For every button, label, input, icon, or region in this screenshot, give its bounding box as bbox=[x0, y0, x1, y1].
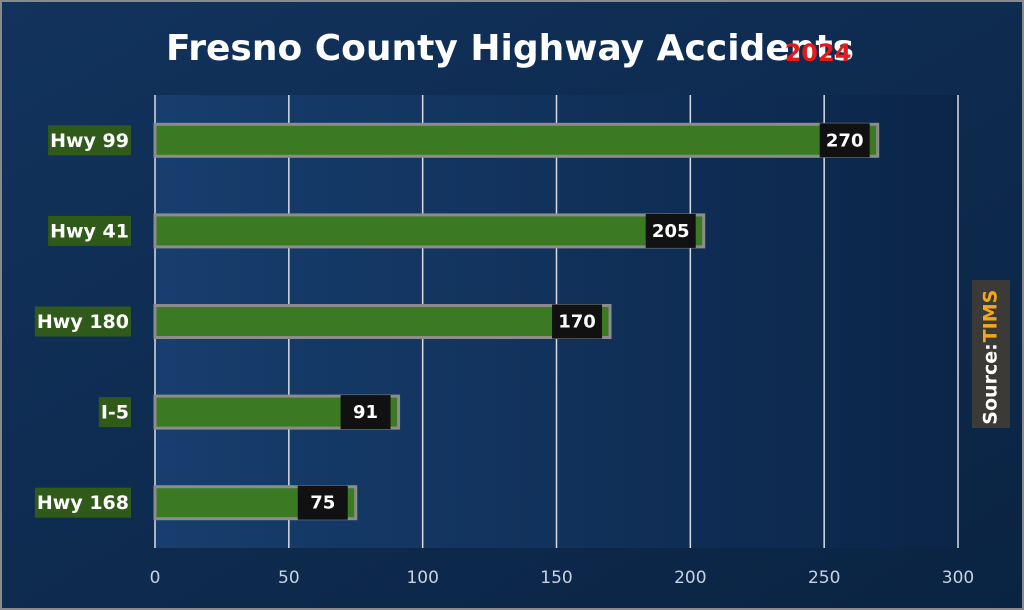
x-tick-label: 0 bbox=[150, 568, 161, 588]
bar bbox=[153, 304, 612, 339]
y-tick-label: Hwy 180 bbox=[37, 311, 129, 333]
value-label: 75 bbox=[310, 493, 335, 514]
value-label: 205 bbox=[652, 221, 690, 242]
source-label: Source: bbox=[980, 343, 1002, 424]
value-label: 91 bbox=[353, 402, 378, 423]
category-label-box bbox=[34, 306, 131, 337]
chart-subtitle: 2024 bbox=[785, 39, 852, 67]
category-label-box bbox=[48, 215, 131, 246]
category-label-box bbox=[48, 125, 131, 156]
value-label-box bbox=[340, 395, 391, 430]
value-label-box bbox=[819, 123, 870, 158]
x-tick-label: 50 bbox=[278, 568, 300, 588]
chart-title: Fresno County Highway Accidents bbox=[166, 28, 854, 69]
y-tick-label: I-5 bbox=[101, 402, 129, 424]
source-name: TIMS bbox=[980, 290, 1002, 343]
x-tick-label: 100 bbox=[406, 568, 438, 588]
y-tick-label: Hwy 41 bbox=[50, 220, 129, 242]
value-label: 270 bbox=[826, 130, 864, 151]
value-label-box bbox=[552, 304, 603, 339]
x-tick-label: 200 bbox=[674, 568, 706, 588]
bar bbox=[153, 122, 880, 158]
source-box bbox=[972, 280, 1010, 428]
value-label: 170 bbox=[558, 312, 596, 333]
category-label-box bbox=[34, 487, 131, 518]
x-tick-label: 150 bbox=[540, 568, 572, 588]
category-label-box bbox=[98, 397, 131, 428]
x-tick-label: 300 bbox=[942, 568, 974, 588]
x-tick-label: 250 bbox=[808, 568, 840, 588]
y-tick-label: Hwy 168 bbox=[37, 492, 129, 514]
bar bbox=[153, 213, 706, 249]
value-label-box bbox=[297, 485, 348, 520]
value-label-box bbox=[645, 213, 696, 248]
source: Source: TIMS bbox=[980, 290, 1002, 425]
y-tick-label: Hwy 99 bbox=[50, 130, 129, 152]
